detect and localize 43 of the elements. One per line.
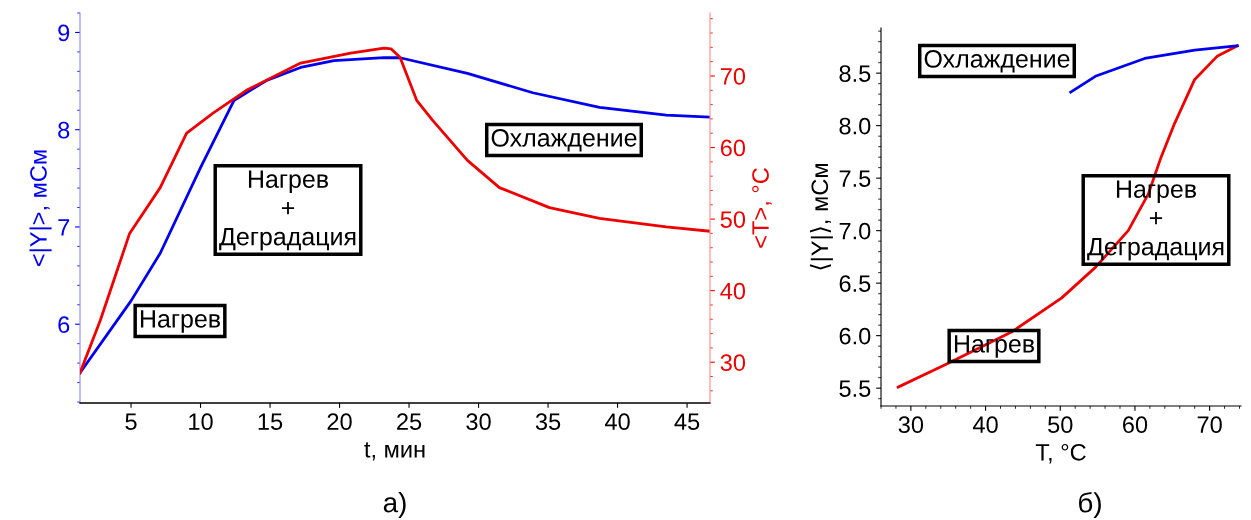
x-tick-label: 20 bbox=[327, 413, 352, 431]
x-tick-label: 60 bbox=[1123, 416, 1148, 434]
x-tick-label: 10 bbox=[189, 413, 213, 431]
y-tick-label: 6 bbox=[58, 316, 70, 334]
x-tick-label: 5 bbox=[125, 413, 137, 431]
line-series bbox=[1069, 44, 1239, 94]
y2-tick-label: 40 bbox=[720, 282, 746, 300]
x-tick-label: 30 bbox=[466, 413, 491, 431]
annotation: Нагрев bbox=[140, 310, 220, 333]
y2-tick-label: 50 bbox=[720, 211, 746, 228]
y-tick-label: 7.5 bbox=[839, 170, 871, 187]
y-tick-label: 6.0 bbox=[839, 327, 871, 345]
x-tick-label: 30 bbox=[898, 416, 924, 434]
y2-tick-label: 70 bbox=[720, 68, 746, 85]
x-tick-label: 45 bbox=[674, 413, 700, 431]
text: а) bbox=[383, 492, 406, 518]
y2-tick-label: 30 bbox=[720, 354, 746, 371]
text: б) bbox=[1079, 491, 1101, 519]
x-tick-label: 40 bbox=[604, 413, 630, 431]
y-tick-label: 8.0 bbox=[839, 117, 871, 135]
y-tick-label: 7.0 bbox=[839, 222, 871, 240]
x-axis-title: t, мин bbox=[364, 442, 425, 461]
annotation: Охлаждение bbox=[491, 129, 637, 152]
x-axis-title: T, °C bbox=[1035, 443, 1086, 464]
y-axis-title: <|Y|>, мСм bbox=[29, 150, 52, 266]
y-axis-title: ⟨|Y|⟩, мСм bbox=[809, 164, 833, 270]
y-tick-label: 9 bbox=[58, 24, 70, 42]
y-tick-label: 8.5 bbox=[839, 65, 871, 82]
y2-axis-title: <T>, °C bbox=[752, 168, 772, 248]
x-tick-label: 70 bbox=[1197, 416, 1222, 434]
x-tick-label: 25 bbox=[397, 413, 422, 431]
annotation: Нагрев + Деградация bbox=[219, 170, 356, 251]
y2-tick-label: 60 bbox=[720, 139, 746, 157]
x-tick-label: 35 bbox=[535, 413, 561, 431]
y-tick-label: 8 bbox=[58, 121, 70, 139]
y-tick-label: 6.5 bbox=[839, 275, 871, 292]
x-tick-label: 40 bbox=[972, 416, 998, 434]
x-tick-label: 50 bbox=[1048, 416, 1073, 434]
x-tick-label: 15 bbox=[258, 413, 283, 431]
annotation: Охлаждение bbox=[924, 50, 1070, 73]
line-series bbox=[896, 44, 1239, 389]
y-tick-label: 7 bbox=[58, 219, 70, 236]
y-tick-label: 5.5 bbox=[839, 380, 871, 397]
